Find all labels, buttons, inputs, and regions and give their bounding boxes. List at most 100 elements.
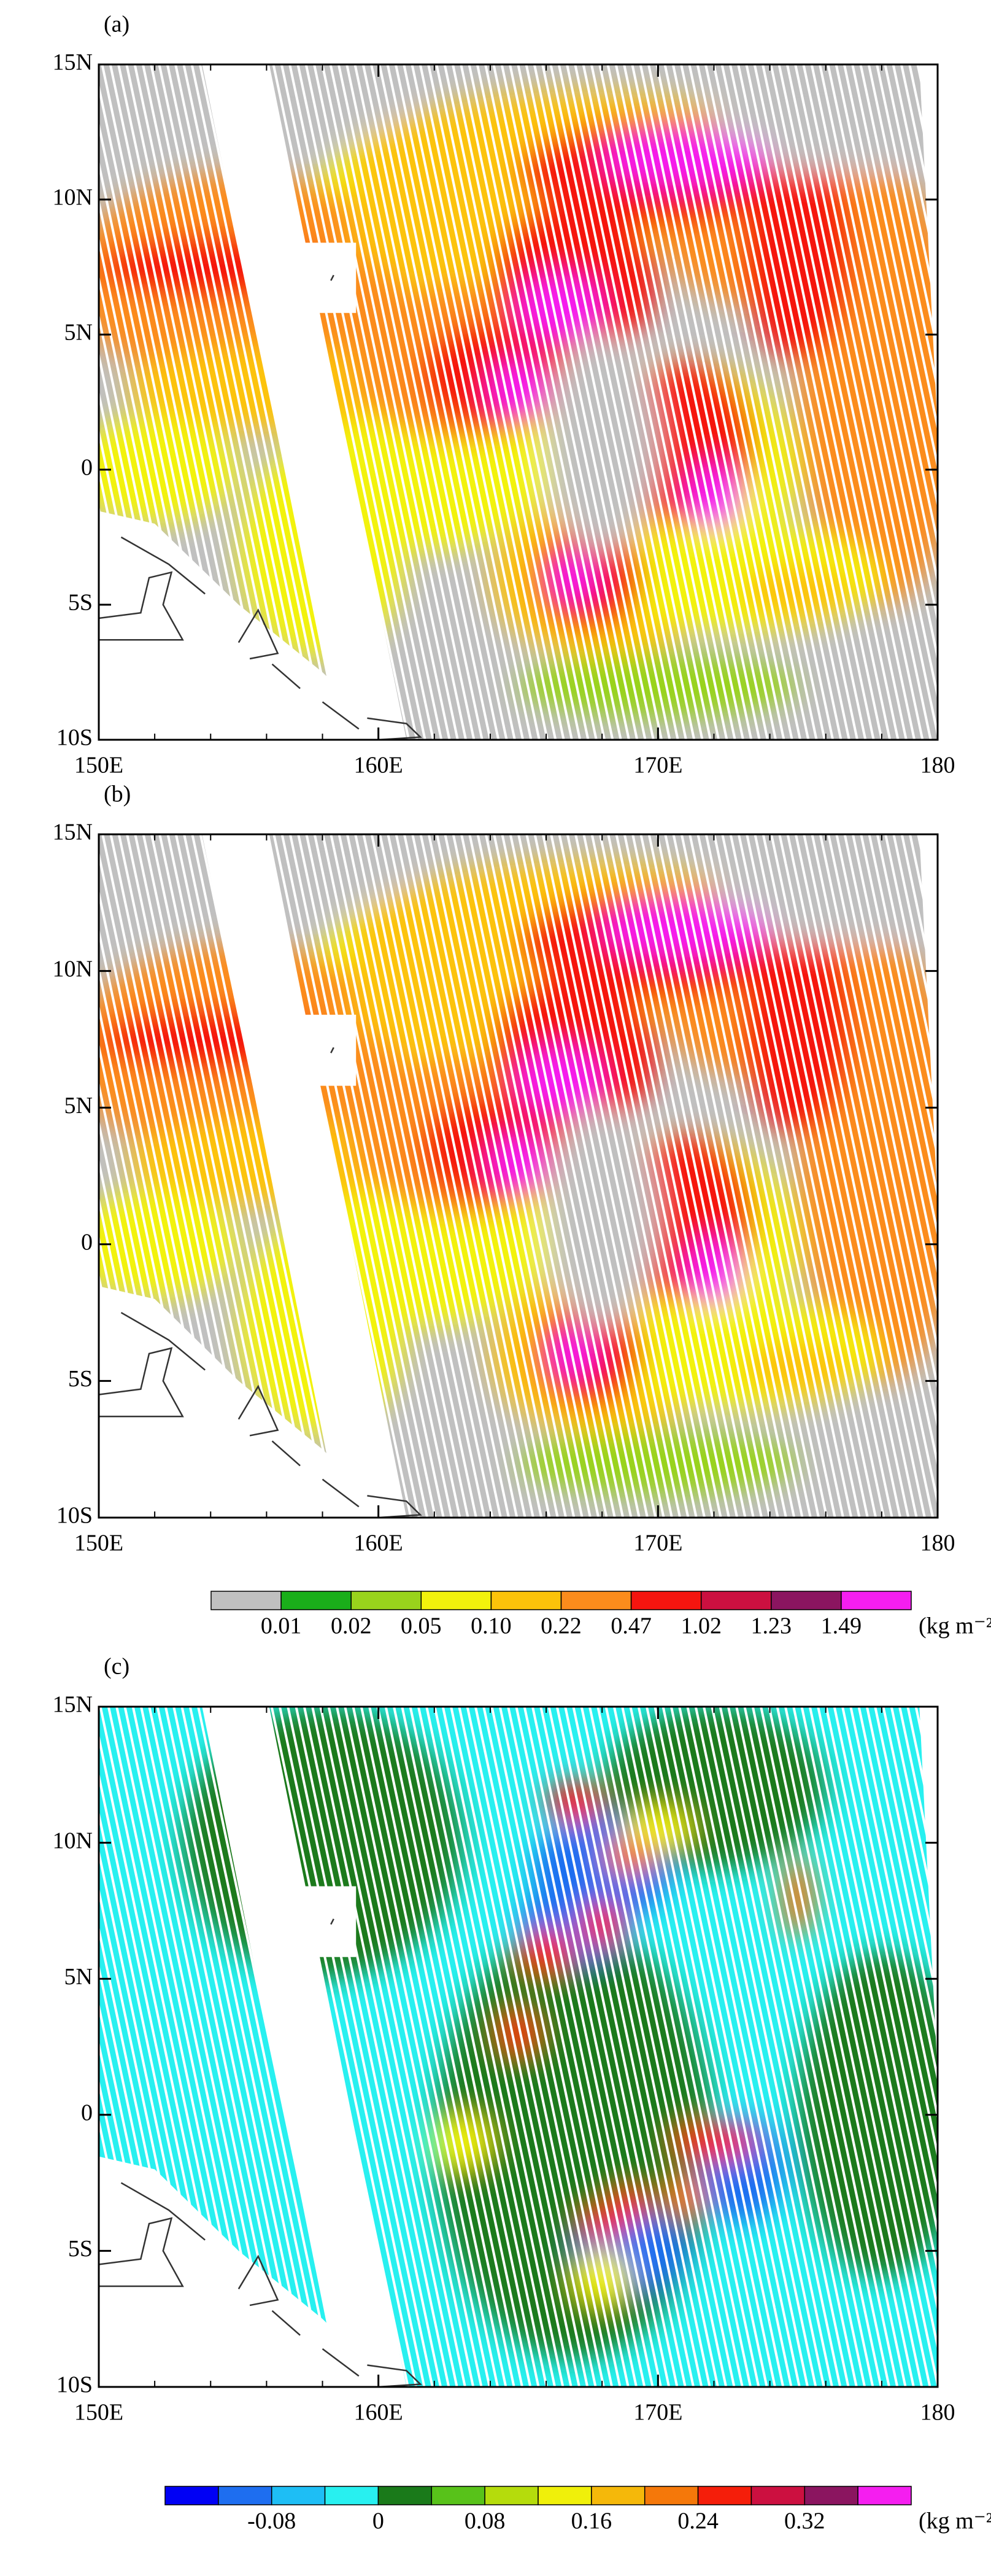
y-tick-label: 10S (56, 725, 93, 751)
field-blob (607, 2188, 653, 2221)
field-blob (518, 1430, 798, 1496)
colorbar-label: 0.10 (471, 1613, 512, 1639)
field (99, 64, 938, 740)
coastline (99, 2217, 184, 2287)
y-tick-label: 5S (68, 590, 93, 616)
y-tick-label: 5S (68, 1366, 93, 1392)
swath-dots (99, 834, 938, 1518)
map-panel: (b) 150E 160E 170E 180 15N 10N 5N 0 5S 10S (53, 782, 955, 1556)
field-blob (781, 1856, 815, 1938)
field-blob (798, 1951, 938, 2278)
colorbar-box (377, 2486, 433, 2505)
field-blobs (182, 1707, 938, 2360)
coastline (330, 274, 334, 281)
field-blobs (99, 834, 938, 1496)
y-tick-label: 15N (53, 50, 93, 76)
colorbar: -0.08 0 0.08 0.16 0.24 0.32 (kg m⁻²) (164, 2486, 991, 2534)
field (99, 834, 938, 1518)
map-frame (98, 833, 939, 1519)
x-tick-label: 170E (633, 1530, 682, 1556)
colorbar-unit: (kg m⁻²) (919, 1613, 991, 1639)
colorbar-box (218, 2486, 272, 2505)
coastline (99, 571, 184, 641)
field (99, 1707, 938, 2387)
coastline (237, 1384, 279, 1437)
colorbar-label: 0 (372, 2508, 384, 2534)
colorbar-unit: (kg m⁻²) (919, 2508, 991, 2534)
colorbar-box (750, 2486, 806, 2505)
y-tick-label: 0 (81, 1230, 93, 1255)
y-tick-label: 5S (68, 2236, 93, 2262)
field-blob (685, 464, 742, 529)
field-blob (99, 1189, 239, 1299)
y-tick-label: 10S (56, 2372, 93, 2398)
field-blob (546, 335, 658, 551)
swath-gap (202, 64, 407, 740)
panel-label: (a) (104, 12, 129, 37)
colorbar-label: 0.02 (331, 1613, 372, 1639)
coastline (367, 2364, 422, 2387)
coastline (322, 1478, 360, 1508)
colorbar-label: 1.02 (681, 1613, 722, 1639)
field-blob (742, 1340, 854, 1395)
field-blob (518, 275, 603, 340)
colorbar-box (538, 2486, 592, 2505)
x-tick-label: 180 (920, 2400, 955, 2426)
colorbar-box (841, 1591, 912, 1610)
no-data (99, 1286, 393, 1518)
y-tick-label: 10N (53, 1828, 93, 1853)
colorbar-box (280, 1591, 352, 1610)
swath-gap (294, 242, 357, 313)
field-blob (434, 2114, 490, 2170)
map-panel: (a) 150E 160E 170E 180 15N 10N 5N 0 5S 10S (53, 12, 955, 778)
coastline (322, 701, 360, 730)
colorbar-label: 0.32 (784, 2508, 825, 2534)
field-blob (490, 1135, 547, 1190)
swath-gap (202, 834, 407, 1518)
field-blob (742, 564, 854, 618)
swath-gap (202, 1707, 407, 2387)
field-blob (602, 132, 770, 186)
field-blob (574, 2251, 630, 2306)
field-blob (552, 1332, 597, 1376)
y-tick-label: 10N (53, 956, 93, 982)
coastline (237, 608, 279, 660)
colorbar-label: 0.24 (677, 2508, 719, 2534)
coastline (120, 536, 206, 595)
colorbar-box (431, 2486, 485, 2505)
field-blob (518, 1930, 574, 1974)
x-tick-label: 160E (354, 1530, 403, 1556)
x-tick-label: 160E (354, 2400, 403, 2426)
colorbar-box (804, 2486, 858, 2505)
map-panel: (c) 150E 160E 170E 180 15N 10N 5N 0 5S 10S (53, 1654, 955, 2426)
coastline (271, 1440, 301, 1467)
field-blob (518, 653, 798, 718)
colorbar-box (644, 2486, 699, 2505)
field-blob (238, 64, 407, 132)
colorbar-label: 1.23 (751, 1613, 792, 1639)
coastline (322, 2348, 360, 2377)
field-blob (602, 1837, 658, 1876)
colorbar-label: -0.08 (247, 2508, 296, 2534)
no-data (919, 834, 938, 1205)
panel-label: (c) (104, 1654, 129, 1680)
field-blob (579, 1903, 625, 1947)
coastline (237, 2254, 279, 2306)
field-blob (714, 834, 938, 944)
field-blob (518, 1047, 603, 1114)
colorbar-box (697, 2486, 752, 2505)
colorbar-label: 0.01 (261, 1613, 302, 1639)
x-tick-label: 150E (74, 2400, 123, 2426)
y-tick-label: 0 (81, 2100, 93, 2126)
y-tick-label: 15N (53, 820, 93, 845)
field-blob (490, 362, 547, 416)
field-blob (238, 834, 407, 903)
y-tick-label: 5N (64, 320, 93, 346)
colorbar-box (324, 2486, 379, 2505)
field-blob (350, 944, 519, 1053)
colorbar-label: 1.49 (821, 1613, 862, 1639)
field-blob (672, 2123, 756, 2162)
field-blob (742, 916, 854, 1135)
coastline (271, 2310, 301, 2336)
